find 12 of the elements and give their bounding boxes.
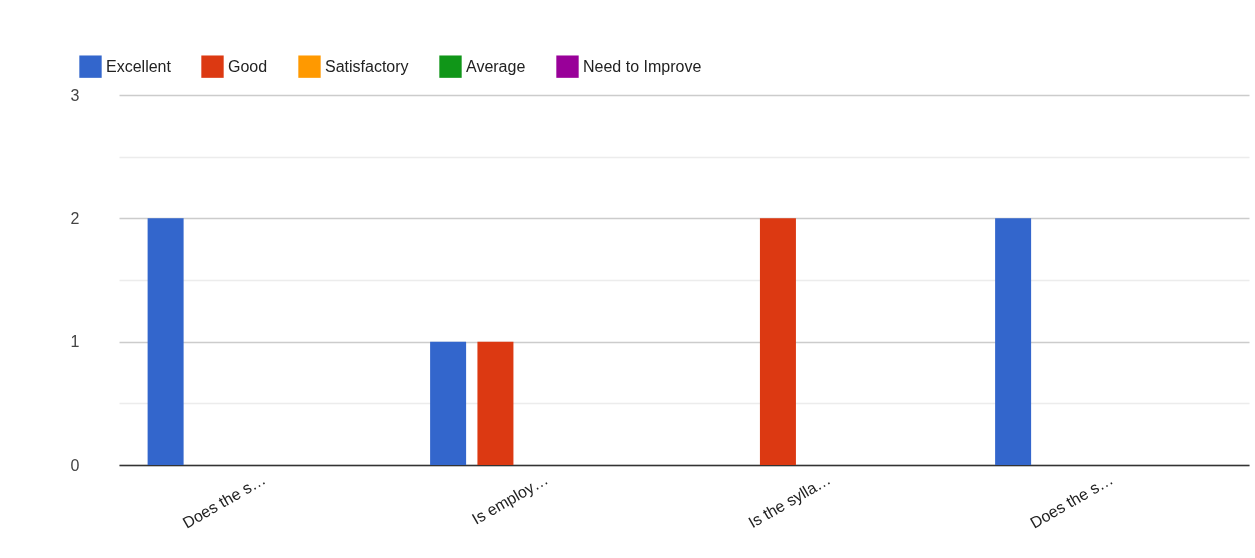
- x-tick-label: Is the sylla…: [745, 470, 834, 532]
- legend-label: Need to Improve: [583, 57, 702, 75]
- y-tick-label: 0: [70, 456, 80, 474]
- legend-label: Satisfactory: [325, 57, 409, 75]
- legend-label: Average: [466, 57, 526, 75]
- y-tick-label: 2: [70, 209, 80, 227]
- y-tick-label: 1: [70, 333, 80, 351]
- legend-label: Good: [228, 57, 268, 75]
- x-tick-label: Does the s…: [179, 470, 269, 532]
- x-tick-label: Does the s…: [1027, 470, 1116, 532]
- y-tick-label: 3: [70, 86, 80, 104]
- legend-label: Excellent: [106, 57, 172, 75]
